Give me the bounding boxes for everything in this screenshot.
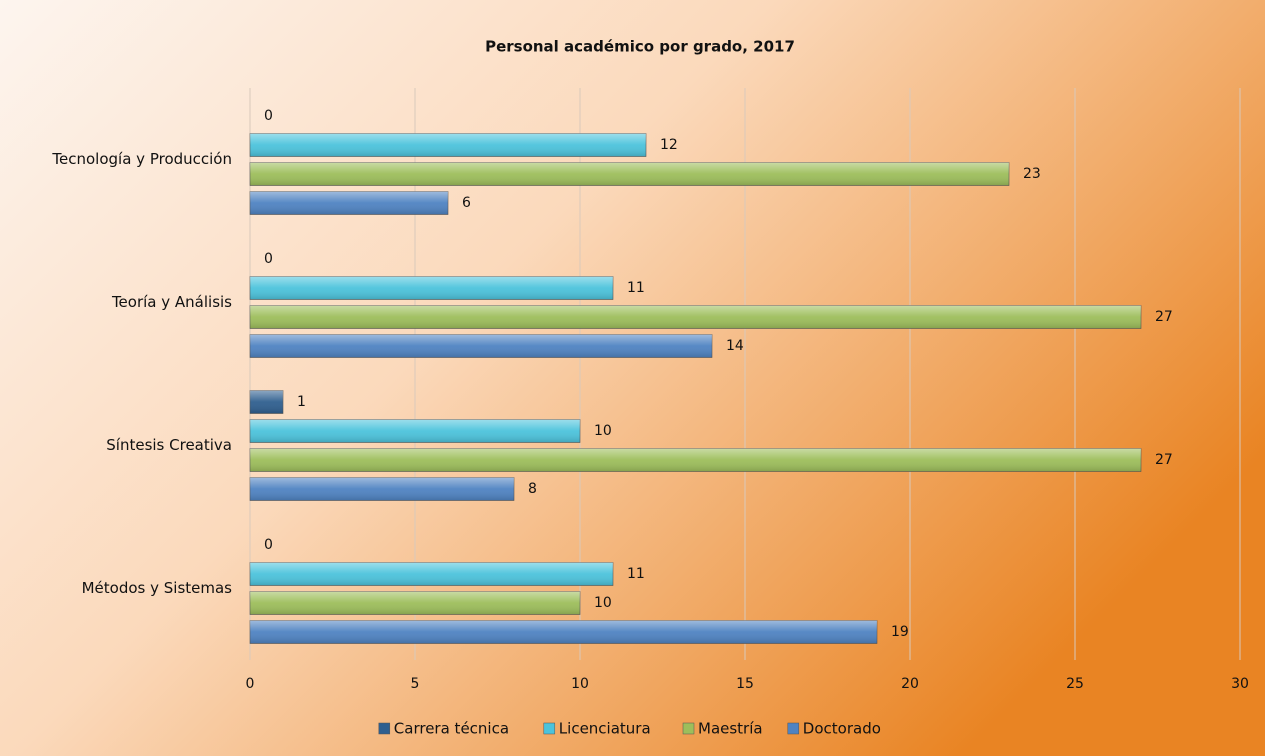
data-label: 23 bbox=[1023, 166, 1041, 182]
bar-gloss bbox=[250, 305, 1141, 329]
x-tick-label: 30 bbox=[1231, 676, 1249, 692]
bar-gloss bbox=[250, 562, 613, 586]
data-label: 1 bbox=[297, 394, 306, 410]
bar-gloss bbox=[250, 162, 1009, 186]
bar-gloss bbox=[250, 133, 646, 157]
x-tick-label: 5 bbox=[411, 676, 420, 692]
data-label: 11 bbox=[627, 280, 645, 296]
bar-group bbox=[249, 133, 647, 157]
legend-label: Carrera técnica bbox=[394, 720, 509, 738]
data-label: 19 bbox=[891, 624, 909, 640]
x-tick-label: 10 bbox=[571, 676, 589, 692]
bar-group bbox=[249, 448, 1142, 472]
bar-gloss bbox=[250, 390, 283, 414]
bar-group bbox=[249, 562, 614, 586]
bar-group bbox=[249, 390, 284, 414]
bar-group bbox=[249, 305, 1142, 329]
legend-swatch bbox=[543, 722, 556, 735]
chart-title: Personal académico por grado, 2017 bbox=[485, 38, 795, 56]
bar-gloss bbox=[250, 477, 514, 501]
y-tick-label: Síntesis Creativa bbox=[106, 436, 232, 454]
y-tick-label: Métodos y Sistemas bbox=[82, 579, 233, 597]
data-label: 0 bbox=[264, 108, 273, 124]
bar-group bbox=[249, 276, 614, 300]
data-label: 11 bbox=[627, 566, 645, 582]
legend-label: Licenciatura bbox=[559, 720, 651, 738]
x-tick-label: 0 bbox=[246, 676, 255, 692]
bar-group bbox=[249, 591, 581, 615]
bar-gloss bbox=[250, 276, 613, 300]
bar-gloss bbox=[250, 591, 580, 615]
data-label: 6 bbox=[462, 195, 471, 211]
legend-swatch bbox=[787, 722, 800, 735]
data-label: 0 bbox=[264, 251, 273, 267]
bar-group bbox=[249, 162, 1010, 186]
data-label: 0 bbox=[264, 537, 273, 553]
bar-group bbox=[249, 620, 878, 644]
bar-group bbox=[249, 191, 449, 215]
legend-swatch bbox=[682, 722, 695, 735]
bar-group bbox=[249, 477, 515, 501]
legend-label: Doctorado bbox=[803, 720, 881, 738]
legend-swatch bbox=[378, 722, 391, 735]
bar-gloss bbox=[250, 448, 1141, 472]
bar-group bbox=[249, 419, 581, 443]
bar-group bbox=[249, 334, 713, 358]
data-label: 12 bbox=[660, 137, 678, 153]
bar-gloss bbox=[250, 191, 448, 215]
data-label: 14 bbox=[726, 338, 744, 354]
legend-label: Maestría bbox=[698, 720, 763, 738]
data-label: 10 bbox=[594, 595, 612, 611]
bar-gloss bbox=[250, 419, 580, 443]
bar-gloss bbox=[250, 334, 712, 358]
data-label: 27 bbox=[1155, 309, 1173, 325]
x-tick-label: 25 bbox=[1066, 676, 1084, 692]
data-label: 8 bbox=[528, 481, 537, 497]
bar-gloss bbox=[250, 620, 877, 644]
y-tick-label: Tecnología y Producción bbox=[51, 150, 232, 168]
data-label: 27 bbox=[1155, 452, 1173, 468]
y-tick-label: Teoría y Análisis bbox=[111, 293, 232, 311]
x-tick-label: 15 bbox=[736, 676, 754, 692]
data-label: 10 bbox=[594, 423, 612, 439]
x-tick-label: 20 bbox=[901, 676, 919, 692]
